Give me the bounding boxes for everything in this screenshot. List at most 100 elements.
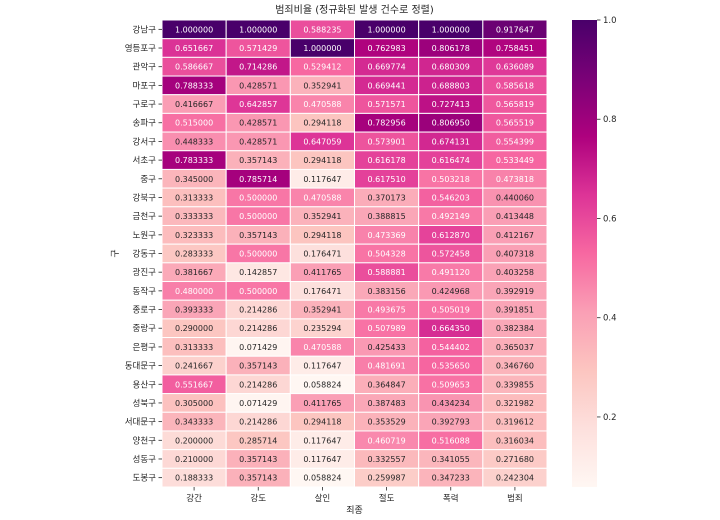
cell-value-label: 1.000000 (303, 44, 341, 53)
cell-value-label: 0.782956 (367, 119, 405, 128)
cell-value-label: 0.383156 (367, 287, 405, 296)
cell-value-label: 0.554399 (496, 137, 534, 146)
cell-value-label: 1.000000 (175, 25, 213, 34)
y-tick-label: 강동구 (133, 249, 157, 260)
cell-value-label: 0.176471 (303, 250, 341, 259)
y-tick-label: 도봉구 (133, 474, 157, 484)
cell-value-label: 0.585618 (496, 81, 534, 90)
cell-value-label: 0.271680 (496, 455, 534, 464)
cell-value-label: 0.387483 (367, 399, 405, 408)
cell-value-label: 0.727413 (432, 100, 470, 109)
cell-value-label: 0.416667 (175, 100, 213, 109)
cell-value-label: 0.500000 (239, 287, 277, 296)
cell-value-label: 0.642857 (239, 100, 277, 109)
cell-value-label: 0.783333 (175, 156, 213, 165)
y-tick-label: 영등포구 (125, 43, 156, 54)
colorbar-tick-label: 1.0 (603, 16, 617, 26)
cell-value-label: 0.500000 (239, 193, 277, 202)
cell-value-label: 0.425433 (367, 343, 405, 352)
cell-value-label: 0.588235 (303, 25, 341, 34)
cell-value-label: 0.680309 (432, 63, 470, 72)
cell-value-label: 0.058824 (303, 380, 341, 389)
cell-value-label: 0.503218 (432, 175, 470, 184)
cell-value-label: 0.806178 (432, 44, 470, 53)
cell-value-label: 0.345000 (175, 175, 213, 184)
cell-value-label: 0.347233 (432, 474, 470, 483)
cell-value-label: 0.412167 (496, 231, 534, 240)
cell-value-label: 0.917647 (496, 25, 534, 34)
cell-value-label: 0.529412 (303, 63, 341, 72)
cell-value-label: 0.507989 (367, 324, 405, 333)
cell-value-label: 0.616178 (367, 156, 405, 165)
cell-value-label: 0.617510 (367, 175, 405, 184)
colorbar-tick-label: 0.6 (603, 214, 617, 224)
cell-value-label: 0.332557 (367, 455, 405, 464)
y-tick-label: 광진구 (133, 267, 157, 278)
cell-value-label: 0.565819 (496, 100, 534, 109)
cell-value-label: 0.612870 (432, 231, 470, 240)
y-tick-label: 강서구 (133, 136, 157, 147)
cell-value-label: 0.290000 (175, 324, 213, 333)
y-tick-label: 서초구 (133, 156, 157, 166)
cell-value-label: 0.316034 (496, 436, 534, 445)
cell-value-label: 0.352941 (303, 306, 341, 315)
cell-value-label: 0.516088 (432, 436, 470, 445)
y-axis-ticks: 강남구영등포구관악구마포구구로구송파구강서구서초구중구강북구금천구노원구강동구광… (125, 24, 162, 484)
cell-value-label: 0.473818 (496, 175, 534, 184)
cell-value-label: 0.381667 (175, 268, 213, 277)
cell-value-label: 0.393333 (175, 306, 213, 315)
cell-value-label: 0.319612 (496, 418, 534, 427)
cell-value-label: 0.509653 (432, 380, 470, 389)
cell-value-label: 0.214286 (239, 306, 277, 315)
y-tick-label: 성북구 (133, 399, 157, 409)
colorbar (572, 20, 597, 487)
cell-value-label: 0.323333 (175, 231, 213, 240)
cell-value-label: 0.470588 (303, 100, 341, 109)
cell-value-label: 0.428571 (239, 81, 277, 90)
cell-value-label: 0.515000 (175, 119, 213, 128)
cell-value-label: 0.571429 (239, 44, 277, 53)
x-axis-ticks: 강간 강도 살인 절도 폭력 범죄 (186, 487, 523, 504)
cell-value-label: 0.647059 (303, 137, 341, 146)
cell-value-label: 0.388815 (367, 212, 405, 221)
cell-value-label: 0.339855 (496, 380, 534, 389)
cell-value-label: 0.364847 (367, 380, 405, 389)
cell-value-label: 0.500000 (239, 250, 277, 259)
y-tick-label: 송파구 (133, 119, 157, 129)
cell-value-label: 0.573901 (367, 137, 405, 146)
cell-value-label: 0.448333 (175, 137, 213, 146)
cell-value-label: 0.235294 (303, 324, 341, 333)
cell-value-label: 0.305000 (175, 399, 213, 408)
cell-value-label: 0.214286 (239, 324, 277, 333)
cell-value-label: 0.259987 (367, 474, 405, 483)
y-tick-label: 용산구 (133, 379, 157, 390)
cell-value-label: 0.411765 (303, 399, 341, 408)
cell-value-label: 0.058824 (303, 474, 341, 483)
y-tick-label: 노원구 (133, 231, 157, 241)
cell-value-label: 0.117647 (303, 436, 341, 445)
cell-value-label: 0.117647 (303, 175, 341, 184)
cell-value-label: 0.313333 (175, 193, 213, 202)
cell-value-label: 0.505019 (432, 306, 470, 315)
y-tick-label: 금천구 (133, 211, 157, 222)
cell-value-label: 0.492149 (432, 212, 470, 221)
cell-value-label: 0.321982 (496, 399, 534, 408)
cell-value-label: 1.000000 (432, 25, 470, 34)
cell-value-label: 0.407318 (496, 250, 534, 259)
x-tick-label: 강간 (186, 493, 202, 504)
cell-value-label: 0.788333 (175, 81, 213, 90)
cell-value-label: 0.294118 (303, 156, 341, 165)
y-tick-label: 중구 (140, 175, 156, 185)
colorbar-tick-label: 0.4 (603, 314, 617, 324)
cell-value-label: 0.762983 (367, 44, 405, 53)
cell-value-label: 0.188333 (175, 474, 213, 483)
y-tick-label: 양천구 (133, 435, 157, 446)
cell-value-label: 0.357143 (239, 474, 277, 483)
cell-value-label: 0.785714 (239, 175, 277, 184)
y-tick-label: 서대문구 (125, 418, 156, 428)
cell-value-label: 0.142857 (239, 268, 277, 277)
cell-value-label: 0.357143 (239, 156, 277, 165)
colorbar-tick-label: 0.2 (603, 413, 617, 423)
cell-value-label: 0.616474 (432, 156, 470, 165)
